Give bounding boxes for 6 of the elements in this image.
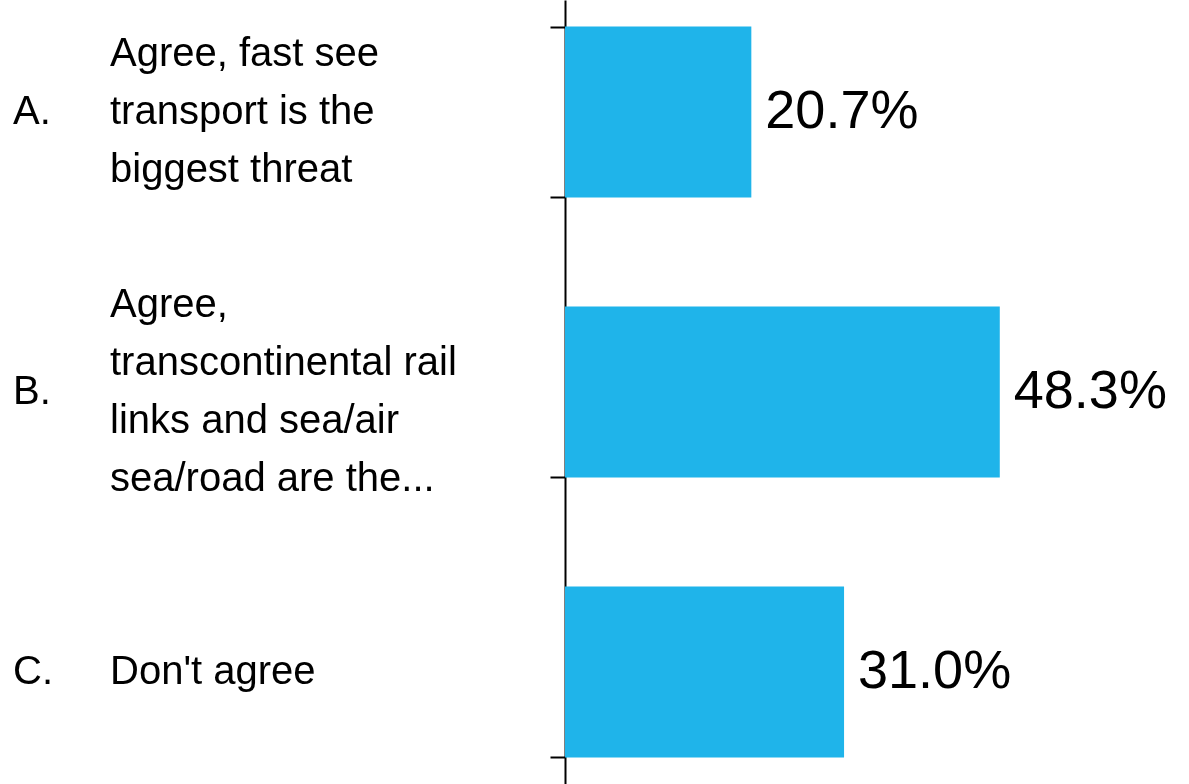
data-label: 31.0% — [858, 639, 1012, 699]
category-label: C. Don't agree — [13, 648, 316, 692]
data-label: 48.3% — [1013, 359, 1167, 419]
category-label: A. Agree, fast see transport is the biggest threat — [13, 30, 380, 190]
category-label: B. Agree, transcontinental rail links and sea/air sea/road are the... — [13, 281, 457, 499]
data-label: 20.7% — [765, 79, 919, 139]
